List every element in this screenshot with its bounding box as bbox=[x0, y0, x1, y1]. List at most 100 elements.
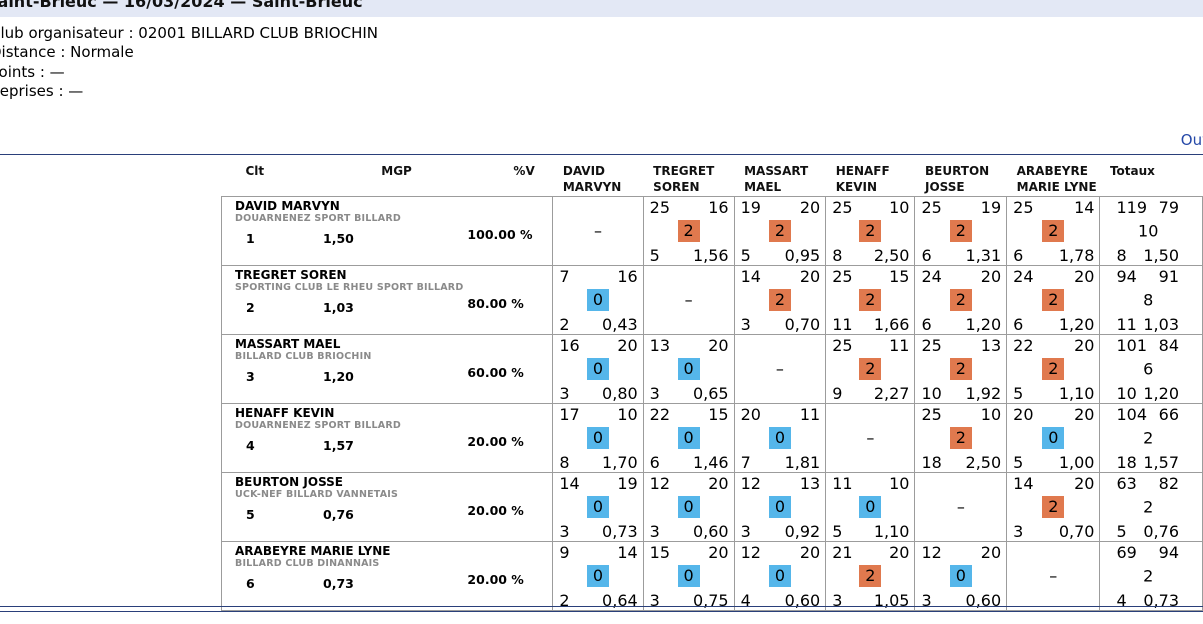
total-innings: 5 bbox=[1116, 521, 1127, 541]
match-innings: 3 bbox=[649, 383, 660, 403]
player-info: DAVID MARVYN DOUARNENEZ SPORT BILLARD 1 1,5… bbox=[221, 195, 464, 266]
opponent-points: 10 bbox=[889, 197, 910, 217]
total-match-points: 2 bbox=[1143, 497, 1154, 516]
total-average: 0,73 bbox=[1143, 590, 1179, 610]
empty-marker: – bbox=[1049, 566, 1058, 585]
match-average: 1,81 bbox=[784, 452, 821, 472]
total-average: 1,50 bbox=[1143, 245, 1179, 265]
match-innings: 5 bbox=[1013, 383, 1024, 403]
opponent-points: 10 bbox=[889, 473, 910, 493]
player-info: BEURTON JOSSE UCK-NEF BILLARD VANNETAIS 5 0… bbox=[221, 471, 464, 542]
match-points: 24 bbox=[1013, 266, 1034, 286]
match-cell: 25 15 2 11 1,66 bbox=[825, 264, 916, 335]
match-average: 0,73 bbox=[602, 521, 638, 541]
opponent-points: 20 bbox=[1074, 404, 1095, 424]
match-points: 25 bbox=[832, 197, 853, 217]
player-mgp: 1,03 bbox=[323, 299, 354, 315]
match-cell-self: – bbox=[733, 333, 827, 404]
match-result-badge: 2 bbox=[949, 357, 972, 380]
player-pv-cell: 80.00 % bbox=[463, 264, 554, 335]
match-average: 1,05 bbox=[873, 590, 910, 610]
results-grid: Clt MGP %V DAVID MARVYN TREGRET SOREN MASS… bbox=[221, 160, 1203, 611]
match-innings: 5 bbox=[649, 245, 660, 265]
match-innings: 2 bbox=[559, 590, 570, 610]
total-average: 1,03 bbox=[1143, 314, 1179, 334]
total-opponent-points: 79 bbox=[1158, 197, 1179, 217]
match-innings: 3 bbox=[649, 590, 660, 610]
match-innings: 18 bbox=[921, 452, 942, 472]
player-club: DOUARNENEZ SPORT BILLARD bbox=[235, 212, 401, 224]
match-innings: 3 bbox=[559, 521, 570, 541]
match-innings: 3 bbox=[740, 314, 751, 334]
match-innings: 3 bbox=[740, 521, 751, 541]
match-average: 2,50 bbox=[873, 245, 910, 265]
opponent-points: 20 bbox=[708, 335, 729, 355]
player-rank: 3 bbox=[246, 368, 255, 384]
match-innings: 6 bbox=[921, 245, 932, 265]
info-line-points: Points : — bbox=[0, 62, 65, 81]
total-points: 104 bbox=[1116, 404, 1147, 424]
match-innings: 9 bbox=[832, 383, 843, 403]
col-header-opponent: DAVID MARVYN bbox=[562, 164, 622, 194]
match-cell: 20 11 0 7 1,81 bbox=[733, 402, 827, 473]
info-line-club: Club organisateur : 02001 BILLARD CLUB B… bbox=[0, 24, 379, 42]
player-rank: 2 bbox=[246, 299, 255, 315]
match-cell: 11 10 0 5 1,10 bbox=[825, 471, 916, 542]
match-innings: 3 bbox=[649, 521, 660, 541]
player-pv: 100.00 % bbox=[467, 226, 533, 242]
match-points: 12 bbox=[649, 473, 671, 493]
opponent-points: 15 bbox=[708, 404, 729, 424]
player-pv-cell: 20.00 % bbox=[463, 540, 554, 611]
match-points: 13 bbox=[649, 335, 671, 355]
player-pv-cell: 20.00 % bbox=[463, 402, 554, 473]
player-info: ARABEYRE MARIE LYNE BILLARD CLUB DINANNAI… bbox=[221, 540, 464, 611]
match-average: 1,10 bbox=[1058, 383, 1095, 403]
match-cell: 17 10 0 8 1,70 bbox=[552, 402, 644, 473]
total-match-points: 6 bbox=[1143, 359, 1154, 378]
empty-marker: – bbox=[775, 359, 784, 378]
match-cell: 21 20 2 3 1,05 bbox=[825, 540, 916, 611]
match-cell: 15 20 0 3 0,75 bbox=[642, 540, 735, 611]
match-cell: 7 16 0 2 0,43 bbox=[552, 264, 644, 335]
match-cell: 12 20 0 4 0,60 bbox=[733, 540, 827, 611]
match-innings: 6 bbox=[1013, 314, 1024, 334]
player-club: BILLARD CLUB DINANNAIS bbox=[235, 557, 380, 569]
player-pv: 80.00 % bbox=[467, 295, 524, 311]
opponent-points: 13 bbox=[799, 473, 821, 493]
divider-bottom bbox=[0, 606, 1203, 607]
match-result-badge: 0 bbox=[587, 495, 610, 518]
match-innings: 2 bbox=[559, 314, 570, 334]
opponent-points: 14 bbox=[617, 542, 638, 562]
match-average: 0,95 bbox=[784, 245, 821, 265]
total-points: 119 bbox=[1116, 197, 1147, 217]
match-cell: 12 13 0 3 0,92 bbox=[733, 471, 827, 542]
opponent-points: 20 bbox=[708, 473, 729, 493]
match-average: 1,31 bbox=[965, 245, 1002, 265]
totals-cell: 101 84 6 10 1,20 bbox=[1099, 333, 1203, 404]
col-header-opponent: TREGRET SOREN bbox=[653, 164, 715, 194]
opponent-points: 20 bbox=[889, 542, 910, 562]
total-innings: 11 bbox=[1116, 314, 1137, 334]
match-cell: 24 20 2 6 1,20 bbox=[1006, 264, 1101, 335]
opponent-points: 20 bbox=[799, 542, 821, 562]
match-cell: 14 20 2 3 0,70 bbox=[1006, 471, 1101, 542]
match-points: 20 bbox=[740, 404, 761, 424]
match-cell: 25 10 2 18 2,50 bbox=[914, 402, 1008, 473]
opponent-points: 11 bbox=[799, 404, 821, 424]
player-mgp: 0,73 bbox=[323, 575, 354, 591]
open-link[interactable]: Ouv bbox=[1180, 131, 1203, 149]
match-result-badge: 2 bbox=[768, 219, 791, 242]
player-row: HENAFF KEVIN DOUARNENEZ SPORT BILLARD 4 1,5… bbox=[221, 402, 1203, 473]
player-info: MASSART MAEL BILLARD CLUB BRIOCHIN 3 1,20 bbox=[221, 333, 464, 404]
match-result-badge: 0 bbox=[587, 426, 610, 449]
match-average: 0,64 bbox=[602, 590, 638, 610]
match-innings: 11 bbox=[832, 314, 853, 334]
match-points: 25 bbox=[921, 197, 942, 217]
match-average: 2,50 bbox=[965, 452, 1002, 472]
match-average: 0,65 bbox=[692, 383, 729, 403]
match-innings: 4 bbox=[740, 590, 751, 610]
col-header-pv: %V bbox=[513, 164, 535, 178]
match-innings: 3 bbox=[559, 383, 570, 403]
match-points: 19 bbox=[740, 197, 761, 217]
match-innings: 5 bbox=[832, 521, 843, 541]
